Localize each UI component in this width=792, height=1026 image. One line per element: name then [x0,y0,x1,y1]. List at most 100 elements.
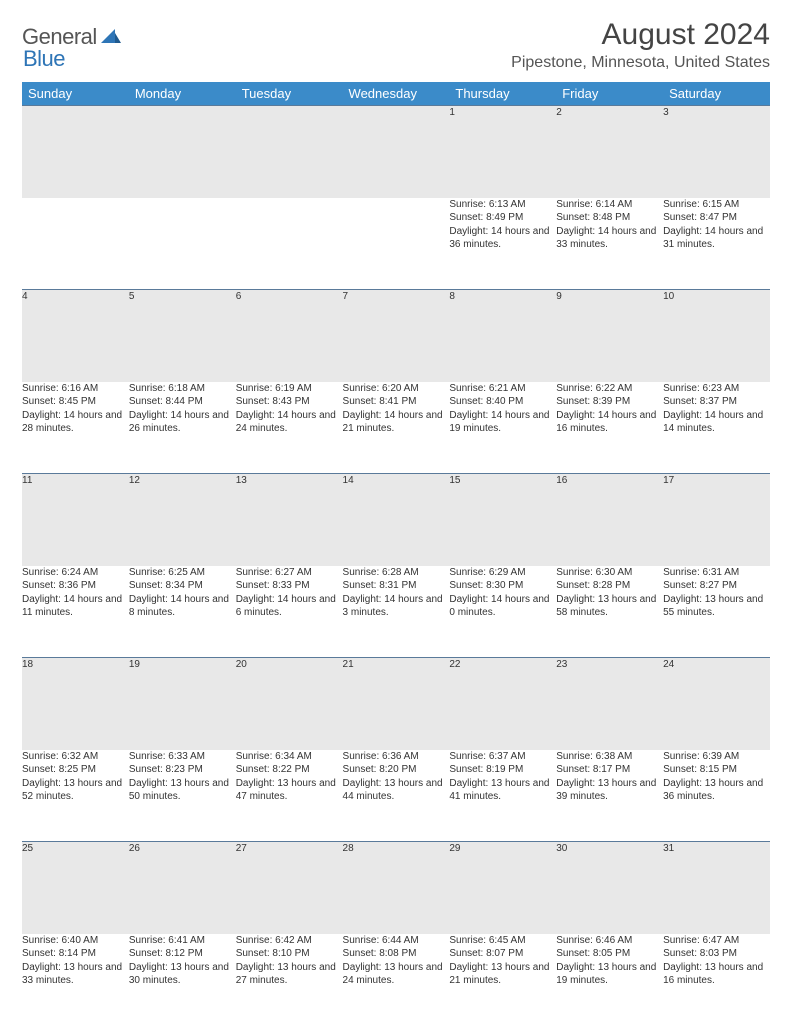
day-content-cell: Sunrise: 6:13 AMSunset: 8:49 PMDaylight:… [449,198,556,290]
day-number-cell: 16 [556,474,663,566]
week-daynum-row: 11121314151617 [22,474,770,566]
sunset-text: Sunset: 8:14 PM [22,947,129,961]
day-content-cell: Sunrise: 6:14 AMSunset: 8:48 PMDaylight:… [556,198,663,290]
day-number-cell: 8 [449,290,556,382]
daylight-text: Daylight: 14 hours and 26 minutes. [129,409,236,436]
day-number-cell: 12 [129,474,236,566]
sunset-text: Sunset: 8:05 PM [556,947,663,961]
page-title: August 2024 [511,18,770,52]
calendar-table: SundayMondayTuesdayWednesdayThursdayFrid… [22,82,770,1026]
daylight-text: Daylight: 14 hours and 28 minutes. [22,409,129,436]
sunset-text: Sunset: 8:15 PM [663,763,770,777]
day-content-cell: Sunrise: 6:44 AMSunset: 8:08 PMDaylight:… [343,934,450,1026]
logo-text-blue: Blue [23,46,65,72]
daylight-text: Daylight: 13 hours and 16 minutes. [663,961,770,988]
day-number-cell: 27 [236,842,343,934]
daylight-text: Daylight: 14 hours and 3 minutes. [343,593,450,620]
day-number-cell: 13 [236,474,343,566]
sunrise-text: Sunrise: 6:34 AM [236,750,343,764]
day-number-cell: 7 [343,290,450,382]
day-content-cell: Sunrise: 6:20 AMSunset: 8:41 PMDaylight:… [343,382,450,474]
sunset-text: Sunset: 8:28 PM [556,579,663,593]
daylight-text: Daylight: 13 hours and 36 minutes. [663,777,770,804]
week-content-row: Sunrise: 6:13 AMSunset: 8:49 PMDaylight:… [22,198,770,290]
sunrise-text: Sunrise: 6:15 AM [663,198,770,212]
sunset-text: Sunset: 8:27 PM [663,579,770,593]
header: General August 2024 Pipestone, Minnesota… [22,18,770,72]
sunrise-text: Sunrise: 6:31 AM [663,566,770,580]
day-number-cell: 28 [343,842,450,934]
dayheader-tuesday: Tuesday [236,82,343,106]
sunrise-text: Sunrise: 6:36 AM [343,750,450,764]
sunrise-text: Sunrise: 6:45 AM [449,934,556,948]
day-content-cell: Sunrise: 6:21 AMSunset: 8:40 PMDaylight:… [449,382,556,474]
day-number-cell: 2 [556,106,663,198]
location-text: Pipestone, Minnesota, United States [511,54,770,72]
sunrise-text: Sunrise: 6:24 AM [22,566,129,580]
sunset-text: Sunset: 8:43 PM [236,395,343,409]
dayheader-thursday: Thursday [449,82,556,106]
sunrise-text: Sunrise: 6:27 AM [236,566,343,580]
day-number-cell: 22 [449,658,556,750]
day-number-cell: 26 [129,842,236,934]
sunrise-text: Sunrise: 6:22 AM [556,382,663,396]
day-content-cell: Sunrise: 6:23 AMSunset: 8:37 PMDaylight:… [663,382,770,474]
sunset-text: Sunset: 8:37 PM [663,395,770,409]
dayheader-friday: Friday [556,82,663,106]
day-content-cell: Sunrise: 6:40 AMSunset: 8:14 PMDaylight:… [22,934,129,1026]
day-number-cell: 21 [343,658,450,750]
day-number-cell: 23 [556,658,663,750]
day-content-cell: Sunrise: 6:45 AMSunset: 8:07 PMDaylight:… [449,934,556,1026]
daylight-text: Daylight: 13 hours and 58 minutes. [556,593,663,620]
day-content-cell: Sunrise: 6:42 AMSunset: 8:10 PMDaylight:… [236,934,343,1026]
sunrise-text: Sunrise: 6:41 AM [129,934,236,948]
sunrise-text: Sunrise: 6:38 AM [556,750,663,764]
daylight-text: Daylight: 13 hours and 30 minutes. [129,961,236,988]
daylight-text: Daylight: 13 hours and 52 minutes. [22,777,129,804]
daylight-text: Daylight: 13 hours and 50 minutes. [129,777,236,804]
sunrise-text: Sunrise: 6:20 AM [343,382,450,396]
day-number-cell [22,106,129,198]
dayheader-monday: Monday [129,82,236,106]
day-number-cell: 1 [449,106,556,198]
day-content-cell: Sunrise: 6:16 AMSunset: 8:45 PMDaylight:… [22,382,129,474]
sunset-text: Sunset: 8:33 PM [236,579,343,593]
sunrise-text: Sunrise: 6:33 AM [129,750,236,764]
daylight-text: Daylight: 14 hours and 19 minutes. [449,409,556,436]
sunrise-text: Sunrise: 6:16 AM [22,382,129,396]
dayheader-saturday: Saturday [663,82,770,106]
sunrise-text: Sunrise: 6:13 AM [449,198,556,212]
day-number-cell: 14 [343,474,450,566]
daylight-text: Daylight: 14 hours and 0 minutes. [449,593,556,620]
week-daynum-row: 123 [22,106,770,198]
daylight-text: Daylight: 14 hours and 6 minutes. [236,593,343,620]
day-content-cell: Sunrise: 6:46 AMSunset: 8:05 PMDaylight:… [556,934,663,1026]
day-number-cell: 9 [556,290,663,382]
day-number-cell: 6 [236,290,343,382]
day-content-cell: Sunrise: 6:36 AMSunset: 8:20 PMDaylight:… [343,750,450,842]
day-content-cell: Sunrise: 6:33 AMSunset: 8:23 PMDaylight:… [129,750,236,842]
sunset-text: Sunset: 8:39 PM [556,395,663,409]
daylight-text: Daylight: 13 hours and 19 minutes. [556,961,663,988]
day-number-cell: 10 [663,290,770,382]
sunset-text: Sunset: 8:48 PM [556,211,663,225]
sunrise-text: Sunrise: 6:19 AM [236,382,343,396]
daylight-text: Daylight: 14 hours and 36 minutes. [449,225,556,252]
day-content-cell: Sunrise: 6:15 AMSunset: 8:47 PMDaylight:… [663,198,770,290]
sunrise-text: Sunrise: 6:28 AM [343,566,450,580]
sunset-text: Sunset: 8:30 PM [449,579,556,593]
sunrise-text: Sunrise: 6:18 AM [129,382,236,396]
daylight-text: Daylight: 13 hours and 55 minutes. [663,593,770,620]
sunset-text: Sunset: 8:07 PM [449,947,556,961]
day-content-cell: Sunrise: 6:41 AMSunset: 8:12 PMDaylight:… [129,934,236,1026]
sunset-text: Sunset: 8:19 PM [449,763,556,777]
daylight-text: Daylight: 13 hours and 33 minutes. [22,961,129,988]
sunset-text: Sunset: 8:41 PM [343,395,450,409]
sunset-text: Sunset: 8:34 PM [129,579,236,593]
week-daynum-row: 45678910 [22,290,770,382]
sunrise-text: Sunrise: 6:46 AM [556,934,663,948]
sunset-text: Sunset: 8:23 PM [129,763,236,777]
day-content-cell: Sunrise: 6:22 AMSunset: 8:39 PMDaylight:… [556,382,663,474]
day-number-cell: 30 [556,842,663,934]
sunset-text: Sunset: 8:08 PM [343,947,450,961]
